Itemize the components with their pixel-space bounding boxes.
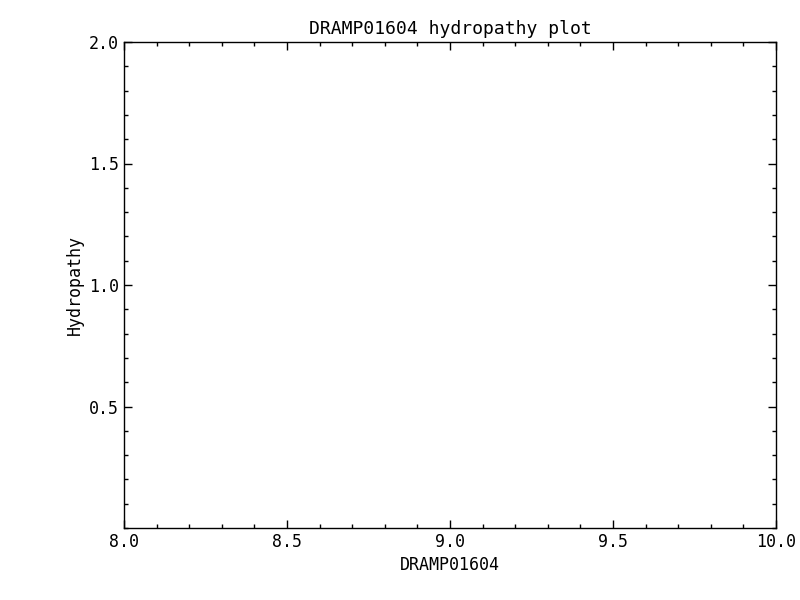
Y-axis label: Hydropathy: Hydropathy [66, 235, 83, 335]
X-axis label: DRAMP01604: DRAMP01604 [400, 556, 500, 574]
Title: DRAMP01604 hydropathy plot: DRAMP01604 hydropathy plot [309, 20, 591, 38]
